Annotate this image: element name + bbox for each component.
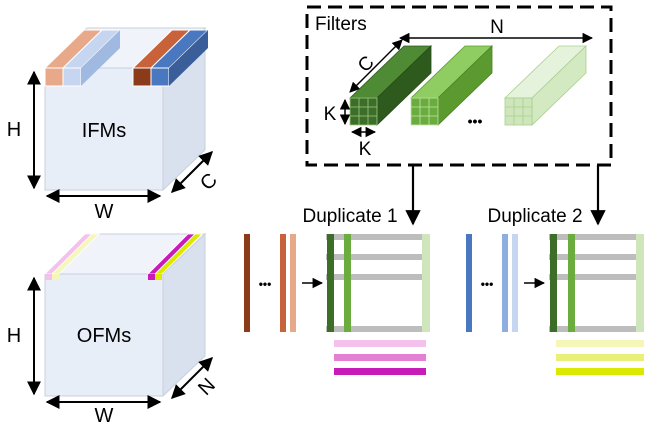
filters-box: Filters N C ••• bbox=[305, 5, 613, 167]
dup2-input-blue-dark bbox=[466, 234, 472, 332]
dup1-output-magenta bbox=[334, 368, 426, 375]
ofm-title: OFMs bbox=[77, 325, 131, 347]
ifm-depth-arrow bbox=[171, 151, 213, 193]
ifm-width-label: W bbox=[95, 201, 114, 223]
ifm-depth-label: C bbox=[196, 169, 222, 195]
filters-ellipsis: ••• bbox=[468, 113, 483, 129]
duplicate-1-label: Duplicate 1 bbox=[302, 206, 397, 227]
ifm-blue-column bbox=[131, 29, 210, 87]
filters-c-arrow bbox=[349, 39, 403, 93]
dup2-row-2 bbox=[549, 254, 643, 260]
dup1-input-brown-light bbox=[290, 234, 296, 332]
dup1-output-pink-mid bbox=[334, 354, 426, 361]
ofm-magenta-column bbox=[147, 233, 203, 280]
dup2-col-dark-green bbox=[550, 234, 557, 332]
dup2-output-yellow-mid bbox=[556, 354, 644, 361]
dup1-input-brown-dark bbox=[244, 234, 250, 332]
ifm-height-label: H bbox=[7, 119, 21, 141]
dup2-row-4 bbox=[549, 326, 643, 332]
ifm-brown-column bbox=[43, 29, 122, 87]
ofm-width-label: W bbox=[95, 405, 114, 427]
duplicate-2: Duplicate 2 ••• bbox=[466, 206, 644, 375]
duplicate-1: Duplicate 1 ••• bbox=[244, 206, 430, 375]
duplicate-2-label: Duplicate 2 bbox=[487, 206, 582, 227]
dup2-input-blue-light bbox=[512, 234, 518, 332]
ofm-depth-arrow bbox=[171, 357, 213, 399]
dup2-output-yellow-light bbox=[556, 340, 644, 347]
dup1-row-3 bbox=[326, 274, 430, 280]
ofm-cube: OFMs H W N bbox=[7, 232, 220, 427]
ifm-title: IFMs bbox=[82, 120, 126, 142]
ofm-pink-column bbox=[44, 233, 100, 280]
dup2-output-yellow bbox=[556, 368, 644, 375]
dup1-row-4 bbox=[326, 326, 430, 332]
ofm-depth-label: N bbox=[194, 374, 220, 400]
dup1-input-brown-mid bbox=[280, 234, 286, 332]
filter-dark-green bbox=[349, 45, 432, 126]
filter-medium-green bbox=[410, 45, 493, 126]
dup2-input-blue-mid bbox=[502, 234, 508, 332]
filters-title: Filters bbox=[315, 14, 367, 35]
dup1-row-2 bbox=[326, 254, 430, 260]
dup2-input-ellipsis: ••• bbox=[481, 277, 494, 291]
dup1-output-pink-light bbox=[334, 340, 426, 347]
dup1-col-medium-green bbox=[344, 234, 351, 332]
filters-k-horizontal-label: K bbox=[359, 139, 372, 160]
ofm-height-label: H bbox=[7, 325, 21, 347]
dup1-col-light-green bbox=[422, 234, 430, 332]
filters-c-label: C bbox=[354, 52, 379, 77]
dup1-row-1 bbox=[326, 234, 430, 240]
filter-light-green bbox=[504, 45, 587, 126]
dup2-col-light-green bbox=[636, 234, 644, 332]
dup1-col-dark-green bbox=[327, 234, 334, 332]
dup2-row-3 bbox=[549, 274, 643, 280]
ifm-cube: IFMs H W C bbox=[7, 26, 222, 223]
filters-k-vertical-label: K bbox=[324, 104, 337, 125]
filters-n-label: N bbox=[490, 17, 504, 38]
dup2-row-1 bbox=[549, 234, 643, 240]
dup1-input-ellipsis: ••• bbox=[259, 277, 272, 291]
dup2-col-medium-green bbox=[568, 234, 575, 332]
